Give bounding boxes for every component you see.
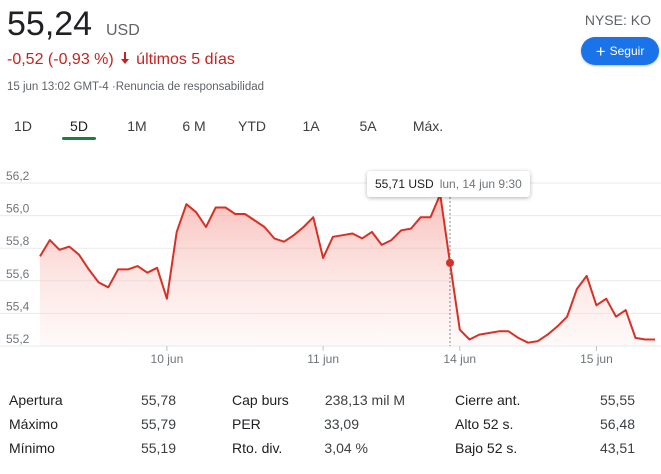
stat-label-market-cap: Cap burs [232, 392, 289, 408]
stat-label-prev-close: Cierre ant. [455, 392, 521, 408]
price-chart[interactable]: 55,2 55,4 55,6 55,8 56,0 56,2 10 jun 11 jun 14 … [0, 150, 661, 375]
stat-value-market-cap: 238,13 mil M [324, 392, 405, 408]
y-tick-label: 55,6 [6, 267, 30, 281]
quote-timestamp: 15 jun 13:02 GMT-4 [7, 81, 109, 93]
stat-value-open: 55,78 [140, 392, 176, 408]
x-tick-label: 15 jun [580, 352, 613, 366]
follow-button-label: Seguir [609, 44, 645, 58]
ticker-symbol: NYSE: KO [584, 12, 651, 28]
stat-value-prev-close: 55,55 [599, 392, 635, 408]
tab-1a[interactable]: 1A [302, 118, 320, 134]
chart-tooltip: 55,71 USD lun, 14 jun 9:30 [367, 171, 530, 197]
stat-label-dividend: Rto. div. [232, 440, 283, 456]
stat-value-dividend: 3,04 % [324, 440, 368, 456]
currency-label: USD [106, 22, 140, 39]
stat-label-high: Máximo [9, 416, 59, 432]
x-tick-label: 10 jun [151, 352, 184, 366]
plus-icon: + [595, 41, 606, 61]
price-change: -0,52 (-0,93 %) [7, 51, 114, 68]
range-tabs: 1D 5D 1M 6 M YTD 1A 5A Máx. [0, 116, 661, 140]
stat-value-52w-low: 43,51 [599, 440, 635, 456]
active-tab-indicator [62, 137, 96, 140]
stat-label-pe: PER [232, 416, 261, 432]
arrow-down-icon [120, 51, 134, 69]
stat-label-open: Apertura [9, 392, 63, 408]
stat-value-pe: 33,09 [323, 416, 359, 432]
separator-dot: · [111, 81, 116, 93]
tab-6m[interactable]: 6 M [182, 118, 206, 134]
change-period: últimos 5 días [136, 51, 235, 68]
x-tick-label: 14 jun [443, 352, 476, 366]
tooltip-date: lun, 14 jun 9:30 [439, 177, 522, 191]
y-tick-label: 56,0 [6, 202, 30, 216]
quote-meta: 15 jun 13:02 GMT-4 ·Renuncia de responsa… [7, 81, 264, 93]
stat-value-52w-high: 56,48 [599, 416, 635, 432]
tab-5a[interactable]: 5A [359, 118, 377, 134]
key-stats: Apertura 55,78 Máximo 55,79 Mínimo 55,19… [0, 388, 661, 468]
follow-button[interactable]: + Seguir [581, 37, 659, 65]
y-tick-label: 55,8 [6, 234, 30, 248]
price-change-row: -0,52 (-0,93 %) últimos 5 días [7, 51, 235, 69]
hover-point [446, 258, 454, 267]
price-line [39, 193, 655, 344]
stat-label-52w-low: Bajo 52 s. [455, 440, 518, 456]
stat-value-low: 55,19 [140, 440, 176, 456]
x-tick-label: 11 jun [307, 352, 339, 366]
tooltip-value: 55,71 USD [375, 177, 434, 191]
tab-5d[interactable]: 5D [70, 118, 88, 134]
stat-label-52w-high: Alto 52 s. [455, 416, 514, 432]
disclaimer-link[interactable]: Renuncia de responsabilidad [115, 81, 265, 93]
stat-label-low: Mínimo [9, 440, 55, 456]
price-area [40, 194, 655, 346]
tab-ytd[interactable]: YTD [238, 118, 266, 134]
stock-price: 55,24 [7, 5, 93, 43]
tab-1m[interactable]: 1M [127, 118, 147, 134]
stat-value-high: 55,79 [140, 416, 176, 432]
y-tick-label: 56,2 [6, 169, 30, 183]
tab-max[interactable]: Máx. [412, 118, 444, 134]
y-tick-label: 55,4 [6, 299, 30, 313]
y-tick-label: 55,2 [6, 332, 30, 346]
tab-1d[interactable]: 1D [14, 118, 32, 134]
